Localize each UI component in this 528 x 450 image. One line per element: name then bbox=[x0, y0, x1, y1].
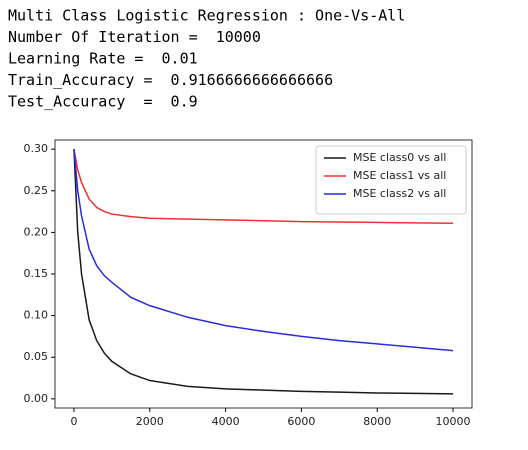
series-line bbox=[73, 149, 454, 224]
y-tick-label: 0.25 bbox=[24, 184, 49, 197]
x-tick-label: 8000 bbox=[363, 415, 391, 428]
output-line: Number Of Iteration = 10000 bbox=[8, 28, 261, 46]
output-line: Learning Rate = 0.01 bbox=[8, 50, 198, 68]
y-tick-label: 0.00 bbox=[24, 392, 49, 405]
legend-label: MSE class1 vs all bbox=[353, 169, 446, 182]
x-tick-label: 4000 bbox=[212, 415, 240, 428]
x-tick-label: 6000 bbox=[287, 415, 315, 428]
y-tick-label: 0.30 bbox=[24, 142, 49, 155]
series-line bbox=[73, 149, 454, 395]
series-line bbox=[73, 149, 454, 352]
output-line: Test_Accuracy = 0.9 bbox=[8, 93, 198, 111]
y-tick-label: 0.05 bbox=[24, 350, 49, 363]
legend-label: MSE class0 vs all bbox=[353, 151, 446, 164]
legend-label: MSE class2 vs all bbox=[353, 187, 446, 200]
y-tick-label: 0.10 bbox=[24, 309, 49, 322]
output-line: Multi Class Logistic Regression : One-Vs… bbox=[8, 7, 405, 25]
x-tick-label: 2000 bbox=[136, 415, 164, 428]
legend-box bbox=[315, 145, 467, 215]
y-tick-label: 0.20 bbox=[24, 225, 49, 238]
x-tick-label: 0 bbox=[70, 415, 77, 428]
output-line: Train_Accuracy = 0.9166666666666666 bbox=[8, 71, 333, 89]
x-tick-label: 10000 bbox=[436, 415, 471, 428]
y-tick-label: 0.15 bbox=[24, 267, 49, 280]
